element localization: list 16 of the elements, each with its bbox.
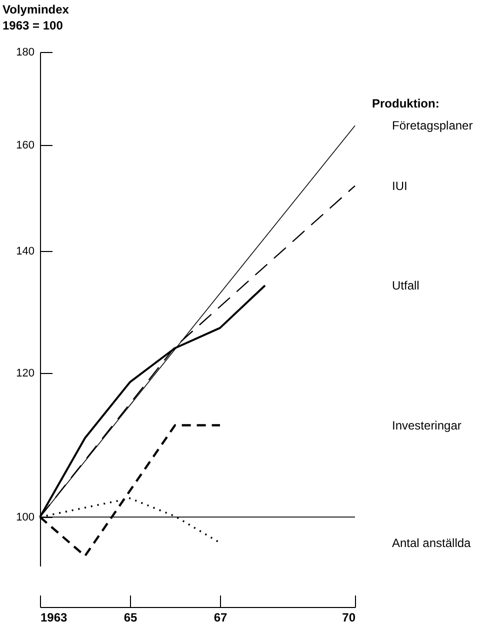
y-tick-label: 180 (16, 46, 34, 58)
x-tick-label: 70 (342, 610, 356, 624)
text: Investeringar (392, 418, 462, 432)
text: Företagsplaner (392, 118, 473, 133)
y-tick-label: 120 (16, 367, 34, 380)
x-tick-label: 65 (124, 610, 138, 624)
text: IUI (392, 178, 408, 193)
y-tick-label: 160 (16, 140, 34, 152)
y-tick-label: 140 (16, 245, 34, 258)
y-tick-label: 100 (16, 512, 34, 524)
x-tick-label: 67 (214, 610, 228, 624)
y-axis-title: Volymindex 1963 = 100 (2, 2, 70, 32)
x-tick-label: 1963 (40, 610, 68, 624)
text: Antal anställda (392, 536, 472, 550)
text: Utfall (392, 278, 420, 292)
legend-title: Produktion: (372, 96, 440, 111)
